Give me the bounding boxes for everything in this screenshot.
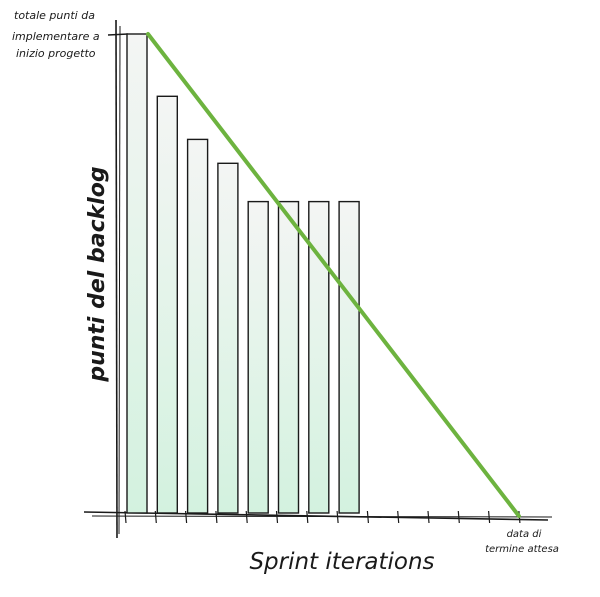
y-axis-line-sketch — [118, 25, 121, 535]
bar-1 — [126, 33, 148, 514]
x-tick-1 — [124, 510, 127, 524]
end-annotation-line-2: termine attesa — [485, 544, 559, 555]
y-max-tick — [107, 33, 129, 36]
bar-3 — [186, 138, 209, 514]
bar-4 — [217, 162, 239, 514]
x-tick-5 — [245, 510, 248, 524]
x-tick-10 — [397, 510, 400, 524]
x-axis-line-sketch — [91, 515, 553, 518]
bar-7 — [308, 200, 330, 514]
y-axis-label: punti del backlog — [85, 166, 110, 382]
ideal-line-group — [146, 32, 521, 518]
bar-2 — [156, 95, 179, 514]
bar-8 — [338, 200, 360, 514]
x-tick-2 — [154, 510, 157, 524]
bar-group — [126, 33, 360, 514]
bar-6 — [277, 200, 300, 514]
start-annotation-line-3: inizio progetto — [16, 47, 96, 60]
end-annotation: data di termine attesa — [485, 529, 559, 555]
x-tick-9 — [366, 510, 369, 524]
x-tick-3 — [185, 510, 188, 524]
x-tick-12 — [457, 510, 460, 524]
start-annotation: totale punti da implementare a inizio pr… — [12, 9, 100, 60]
bar-5 — [247, 200, 269, 514]
x-tick-13 — [488, 510, 491, 524]
x-tick-8 — [336, 510, 339, 524]
x-tick-4 — [215, 510, 218, 524]
end-annotation-line-1: data di — [507, 529, 542, 540]
start-annotation-line-1: totale punti da — [14, 9, 95, 22]
x-tick-11 — [427, 510, 430, 524]
x-tick-6 — [275, 510, 279, 524]
x-tick-group — [124, 510, 521, 524]
x-axis-label: Sprint iterations — [249, 549, 434, 575]
x-tick-7 — [306, 510, 309, 524]
start-annotation-line-2: implementare a — [12, 30, 100, 43]
y-axis-line — [115, 19, 118, 539]
ideal-burndown-line — [146, 32, 521, 518]
